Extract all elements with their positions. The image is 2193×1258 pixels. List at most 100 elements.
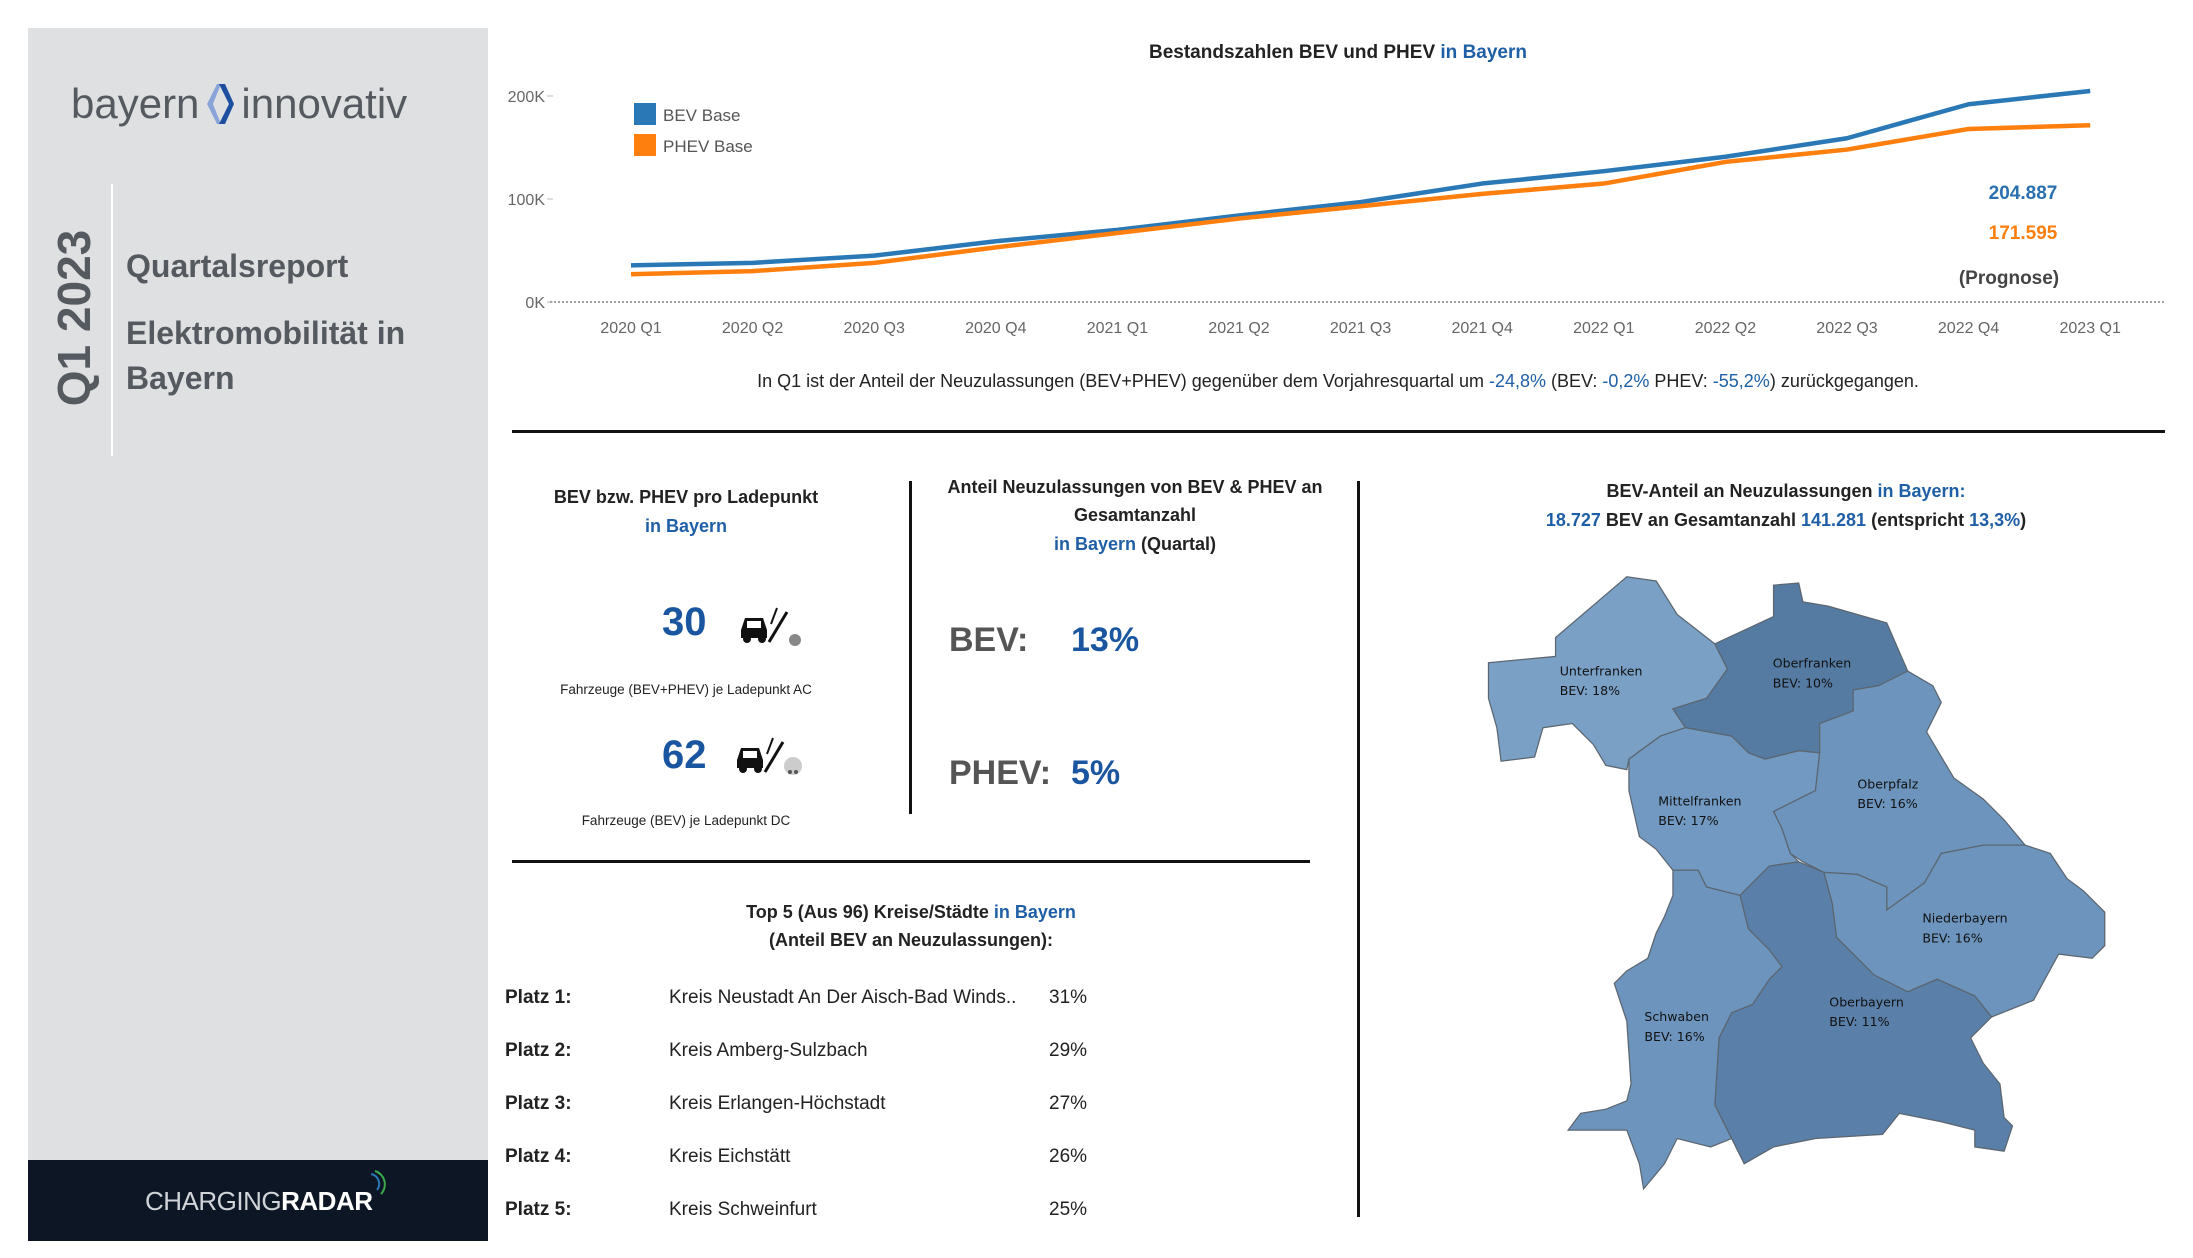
map-subtitle: 18.727 BEV an Gesamtanzahl 141.281 (ents… (1546, 510, 2026, 531)
sidebar-panel (28, 28, 488, 1241)
y-tick-label: 100K (508, 192, 546, 209)
region-name-label: Oberfranken (1773, 656, 1852, 671)
top5-title-text: Top 5 (Aus 96) Kreise/Städte (746, 902, 994, 922)
x-tick-label: 2020 Q1 (600, 320, 661, 337)
x-tick-label: 2020 Q3 (844, 320, 905, 337)
x-tick-label: 2020 Q4 (965, 320, 1026, 337)
region-value-label: BEV: 17% (1658, 813, 1718, 828)
top5-rank: Platz 5: (505, 1199, 572, 1220)
top5-subtitle: (Anteil BEV an Neuzulassungen): (768, 930, 1054, 950)
top5-title-blue: in Bayern (993, 902, 1076, 922)
sidebar-divider (111, 184, 113, 456)
legend-label[interactable]: PHEV Base (663, 137, 753, 156)
top5-name: Kreis Neustadt An Der Aisch-Bad Winds.. (669, 987, 1017, 1008)
bev-share-value: 13% (1071, 621, 1140, 659)
map-title-text: BEV-Anteil an Neuzulassungen (1606, 481, 1878, 501)
region-value-label: BEV: 10% (1773, 675, 1833, 690)
line-chart: 0K 100K 200K 2020 Q1 2020 Q2 2020 Q3 2020 Q4 20… (508, 88, 2165, 337)
radar-waves-icon (370, 1170, 386, 1195)
series-line-bev-base (630, 88, 2091, 268)
summary-sentence: In Q1 ist der Anteil der Neuzulassungen … (757, 371, 1919, 392)
chart-title: Bestandszahlen BEV und PHEV in Bayern (1149, 42, 1527, 64)
top5-name: Kreis Erlangen-Höchstadt (669, 1093, 886, 1114)
top5-pct: 26% (1049, 1146, 1088, 1167)
x-tick-label: 2022 Q4 (1938, 320, 1999, 337)
logo-text-right: innovativ (241, 80, 408, 127)
summary-text: ) zurückgegangen. (1769, 371, 1919, 391)
logo-light: CHARGING (145, 1186, 282, 1216)
x-tick-label: 2022 Q3 (1816, 320, 1877, 337)
region-schwaben[interactable] (1566, 869, 1783, 1191)
map-title-blue: in Bayern: (1877, 481, 1966, 501)
x-tick-label: 2021 Q1 (1087, 320, 1148, 337)
ac-value: 30 (662, 600, 707, 644)
region-value-label: BEV: 18% (1560, 683, 1620, 698)
ac-caption: Fahrzeuge (BEV+PHEV) je Ladepunkt AC (560, 682, 812, 697)
top5-pct: 27% (1049, 1093, 1088, 1114)
anteil-title-2: Gesamtanzahl (1073, 505, 1197, 525)
top5-rank: Platz 2: (505, 1040, 572, 1061)
summary-phev: -55,2% (1712, 371, 1770, 391)
region-name-label: Mittelfranken (1658, 793, 1741, 808)
map-sub-text: (entspricht (1866, 510, 1970, 530)
column-divider (1357, 481, 1360, 1217)
bev-share-percent: 13,3% (1969, 510, 2021, 530)
y-tick-label: 0K (525, 295, 545, 312)
ladepunkt-title: BEV bzw. PHEV pro Ladepunkt (553, 487, 819, 507)
top5-name: Kreis Amberg-Sulzbach (669, 1040, 868, 1061)
ladepunkt-subtitle: in Bayern (644, 516, 728, 536)
bev-new-count: 18.727 (1545, 510, 1601, 530)
bavaria-map: Unterfranken BEV: 18% Oberfranken BEV: 10% M… (1487, 576, 2106, 1191)
report-subtitle-1: Elektromobilität in (126, 315, 406, 351)
anteil-sub-rest: (Quartal) (1136, 534, 1217, 554)
anteil-subtitle: in Bayern (Quartal) (1054, 534, 1216, 555)
report-title: Quartalsreport (126, 248, 349, 284)
forecast-note: (Prognose) (1958, 268, 2060, 289)
map-sub-text: BEV an Gesamtanzahl (1600, 510, 1801, 530)
logo-text-left: bayern (71, 80, 200, 127)
region-value-label: BEV: 16% (1857, 796, 1917, 811)
bayern-innovativ-logo: bayern innovativ (71, 80, 407, 128)
y-tick-label: 200K (508, 89, 546, 106)
top5-rank: Platz 1: (505, 987, 572, 1008)
chart-title-highlight: in Bayern (1440, 42, 1527, 63)
top5-rank: Platz 3: (505, 1093, 572, 1114)
summary-text: (BEV: (1546, 371, 1603, 391)
section-divider (512, 430, 2165, 433)
x-tick-label: 2022 Q1 (1573, 320, 1634, 337)
top5-name: Kreis Schweinfurt (669, 1199, 817, 1220)
map-sub-text: ) (2020, 510, 2027, 530)
anteil-sub-blue: in Bayern (1053, 534, 1137, 554)
summary-text: In Q1 ist der Anteil der Neuzulassungen … (757, 371, 1489, 391)
series-line-phev-base (630, 123, 2091, 277)
top5-pct: 31% (1049, 987, 1088, 1008)
x-tick-label: 2022 Q2 (1695, 320, 1756, 337)
x-tick-label: 2021 Q3 (1330, 320, 1391, 337)
chargingradar-logo: CHARGINGRADAR (145, 1170, 386, 1217)
region-name-label: Oberbayern (1829, 994, 1904, 1009)
legend-label[interactable]: BEV Base (663, 106, 741, 125)
car-charging-dc-icon (737, 737, 802, 775)
bev-last-value: 204.887 (1988, 183, 2058, 204)
bev-label: BEV: (949, 621, 1029, 659)
x-tick-label: 2021 Q2 (1208, 320, 1269, 337)
logo-bracket-icon (207, 84, 235, 124)
region-value-label: BEV: 16% (1922, 930, 1982, 945)
top5-pct: 29% (1049, 1040, 1088, 1061)
top5-pct: 25% (1049, 1199, 1088, 1220)
phev-last-value: 171.595 (1988, 223, 2058, 244)
dc-value: 62 (662, 733, 707, 777)
summary-total: -24,8% (1488, 371, 1547, 391)
section-divider (512, 860, 1310, 863)
top5-title: Top 5 (Aus 96) Kreise/Städte in Bayern (746, 902, 1076, 923)
summary-bev: -0,2% (1602, 371, 1650, 391)
region-value-label: BEV: 16% (1644, 1029, 1704, 1044)
top5-name: Kreis Eichstätt (669, 1146, 791, 1167)
region-name-label: Schwaben (1644, 1009, 1708, 1024)
sidebar-footer (28, 1160, 488, 1241)
legend-swatch (634, 103, 656, 125)
period-label: Q1 2023 (48, 229, 100, 407)
total-new-count: 141.281 (1801, 510, 1867, 530)
report-subtitle-2: Bayern (126, 360, 235, 396)
phev-label: PHEV: (949, 754, 1052, 792)
